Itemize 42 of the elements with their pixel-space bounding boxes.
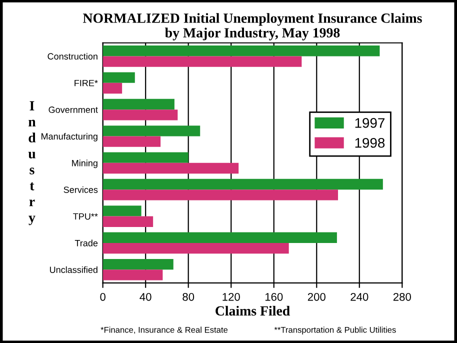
bar	[102, 162, 239, 174]
bar	[102, 258, 174, 270]
x-tick-label: 0	[100, 292, 106, 301]
bar	[102, 270, 163, 280]
chart-title: NORMALIZED Initial Unemployment Insurance Claims by Major Industry, May 1998	[82, 13, 422, 40]
y-tick-label: FIRE*	[74, 80, 98, 86]
x-tick-label: 160	[265, 292, 283, 301]
bar	[102, 206, 142, 216]
text: **Transportation & Public Utilities	[274, 326, 396, 334]
y-tick-label: Trade	[74, 240, 98, 246]
bar	[102, 126, 200, 136]
text: *Finance, Insurance & Real Estate	[100, 326, 228, 334]
bar	[102, 46, 380, 56]
y-axis-title: Industry	[28, 101, 36, 226]
bar	[102, 242, 289, 254]
bar	[102, 110, 178, 120]
bar	[102, 72, 135, 83]
x-tick-label: 200	[308, 292, 326, 301]
y-tick-label: Government	[48, 106, 98, 113]
bar	[102, 232, 337, 243]
legend-label: 1998	[355, 138, 385, 148]
bar	[102, 152, 188, 163]
bar	[102, 178, 383, 190]
y-tick-label: Services	[64, 186, 98, 193]
y-tick-label: Manufacturing	[42, 132, 98, 142]
legend-label: 1997	[355, 118, 384, 128]
x-tick-label: 120	[222, 292, 240, 301]
bar	[102, 56, 302, 67]
bar	[102, 190, 338, 200]
x-tick-label: 40	[140, 292, 152, 301]
y-tick-label: TPU**	[73, 213, 98, 220]
y-tick-label: Unclassified	[50, 266, 98, 273]
bar	[102, 136, 161, 147]
x-tick-label: 80	[182, 292, 194, 301]
bar	[102, 82, 122, 94]
y-tick-label: Mining	[72, 160, 98, 168]
bar	[102, 216, 154, 227]
x-axis-title: Claims Filed	[216, 306, 290, 316]
bar	[102, 98, 174, 110]
y-tick-label: Construction	[48, 52, 98, 60]
x-tick-label: 240	[350, 292, 368, 301]
x-tick-label: 280	[393, 292, 411, 301]
